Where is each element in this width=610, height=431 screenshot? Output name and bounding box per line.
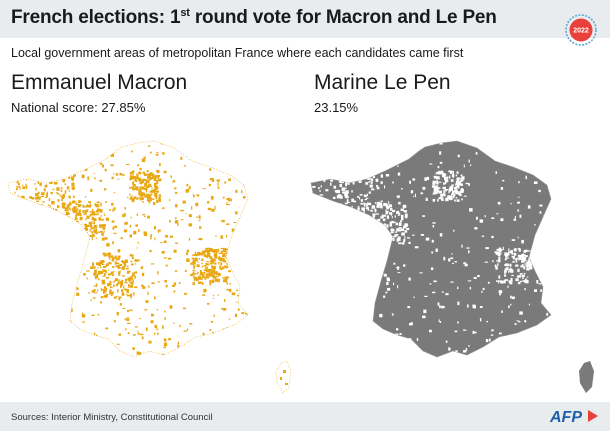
candidate-score-le-pen: 23.15% <box>314 100 359 115</box>
corsica-outline <box>275 360 292 394</box>
footer-band <box>0 402 610 431</box>
candidate-name-le-pen: Marine Le Pen <box>314 71 451 94</box>
france-map-macron <box>7 140 292 394</box>
page-title: French elections: 1st round vote for Mac… <box>11 7 497 28</box>
badge-year: 2022 <box>573 28 589 35</box>
source-note: Sources: Interior Ministry, Constitution… <box>11 412 213 423</box>
afp-logo-text: AFP <box>549 409 582 426</box>
candidate-score-macron: National score: 27.85% <box>11 100 146 115</box>
corsica-le-pen-areas <box>579 361 594 393</box>
header-band <box>0 0 610 38</box>
afp-logo: AFP <box>549 409 598 426</box>
candidate-name-macron: Emmanuel Macron <box>11 71 188 94</box>
subtitle: Local government areas of metropolitan F… <box>11 46 464 60</box>
corsica-macron-areas <box>280 370 288 385</box>
election-year-badge: 2022 <box>565 14 597 46</box>
france-map-le-pen <box>310 140 594 393</box>
afp-arrow-icon <box>588 410 598 422</box>
